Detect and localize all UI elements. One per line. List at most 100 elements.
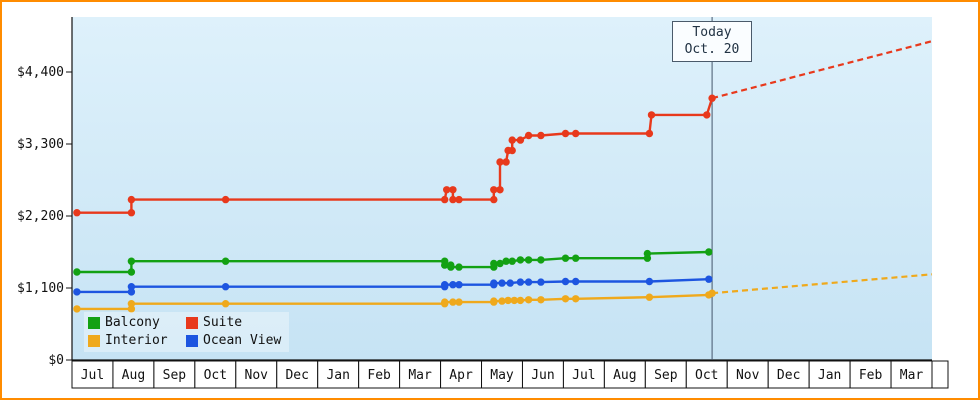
x-axis-month-cell [521,360,564,389]
data-point-suite [127,195,136,204]
data-point-suite [455,195,463,204]
data-point-ocean-view [524,278,533,286]
legend-label-balcony: Balcony [105,315,160,330]
data-point-balcony [490,259,498,268]
x-axis-month-label: Jan [818,368,841,383]
data-point-ocean-view [490,279,498,287]
data-point-ocean-view [221,283,230,291]
data-point-ocean-view [441,281,449,289]
x-axis-month-label: Aug [613,368,636,383]
data-point-suite [73,209,81,217]
legend-label-ocean-view: Ocean View [203,333,282,348]
data-point-balcony [524,256,533,264]
data-point-suite [524,131,533,140]
data-point-interior [572,295,580,303]
data-point-ocean-view [127,283,136,291]
y-axis-label: $3,300 [17,137,64,152]
data-point-balcony [441,261,449,269]
y-axis-label: $4,400 [17,65,64,80]
data-point-suite [502,158,510,166]
series-projection-suite [711,40,933,100]
legend-label-interior: Interior [105,333,168,348]
chart-legend: Balcony Suite Interior Ocean View [84,312,290,352]
x-axis-month-label: Oct [695,368,718,383]
data-point-interior [708,289,716,297]
x-axis-month-label: Mar [408,368,432,383]
legend-label-suite: Suite [203,315,243,330]
x-axis-month-label: Jul [572,368,595,383]
data-point-ocean-view [449,281,457,289]
data-point-interior [504,296,512,305]
data-point-suite [490,186,498,194]
data-point-interior [221,300,230,308]
data-point-suite [647,111,656,119]
data-point-balcony [508,257,516,265]
data-point-suite [572,129,580,138]
data-point-suite [508,146,516,155]
data-point-interior [127,300,136,308]
data-point-balcony [537,256,545,264]
today-marker-label: Today Oct. 20 [672,21,752,62]
x-axis-month-cell [317,360,360,389]
data-point-interior [449,298,457,306]
series-projection-interior [712,273,933,295]
data-point-ocean-view [537,278,545,286]
y-axis-label: $2,200 [17,209,64,224]
data-point-interior [441,298,449,306]
data-point-suite [221,195,230,204]
x-axis-month-label: Sep [654,368,678,383]
x-axis-month-cell [440,360,483,389]
data-point-interior [510,296,518,305]
x-axis-month-label: Jul [81,368,104,383]
x-axis-month-label: Dec [285,368,308,383]
data-point-ocean-view [645,277,654,286]
x-axis-month-cell [644,360,687,389]
today-label: Today [692,25,732,40]
data-point-ocean-view [705,275,713,283]
data-point-ocean-view [561,277,570,286]
x-axis-month-cell [849,360,892,389]
legend-swatch-balcony [88,316,100,329]
data-point-suite [496,158,504,166]
data-point-balcony [705,248,713,256]
x-axis-month-cell [153,360,196,389]
data-point-balcony [73,268,81,276]
x-axis-month-label: Oct [204,368,227,383]
x-axis-month-cell [276,360,319,389]
data-point-balcony [127,257,136,265]
x-axis-month-label: Aug [122,368,145,383]
x-axis-month-cell [358,360,401,389]
data-point-suite [561,129,570,138]
legend-item-suite: Suite [186,315,281,330]
data-point-suite [127,209,136,217]
x-axis-month-label: Nov [245,368,269,383]
y-axis-label: $0 [48,353,64,368]
x-axis-month-label: May [490,368,514,383]
data-point-ocean-view [516,278,525,286]
data-point-interior [498,297,506,305]
x-axis-month-label: Sep [163,368,187,383]
data-point-interior [127,305,136,313]
x-axis-month-label: Nov [736,368,760,383]
data-point-ocean-view [73,288,81,296]
data-point-balcony [221,257,230,265]
data-point-suite [496,186,504,194]
data-point-interior [490,297,498,305]
data-point-balcony [572,254,580,262]
today-date: Oct. 20 [684,42,740,57]
legend-swatch-suite [186,316,198,329]
x-axis-month-label: Feb [367,368,391,383]
data-point-ocean-view [498,279,506,287]
data-point-balcony [127,268,136,276]
x-axis-month-cell [767,360,810,389]
x-axis-month-label: Apr [449,368,473,383]
x-axis-month-cell [112,360,155,389]
x-axis-month-cell [71,360,114,389]
data-point-ocean-view [127,288,136,296]
legend-swatch-interior [88,334,100,347]
data-point-interior [537,296,545,304]
data-point-interior [516,296,525,305]
data-point-balcony [455,263,463,271]
data-point-suite [443,186,451,194]
